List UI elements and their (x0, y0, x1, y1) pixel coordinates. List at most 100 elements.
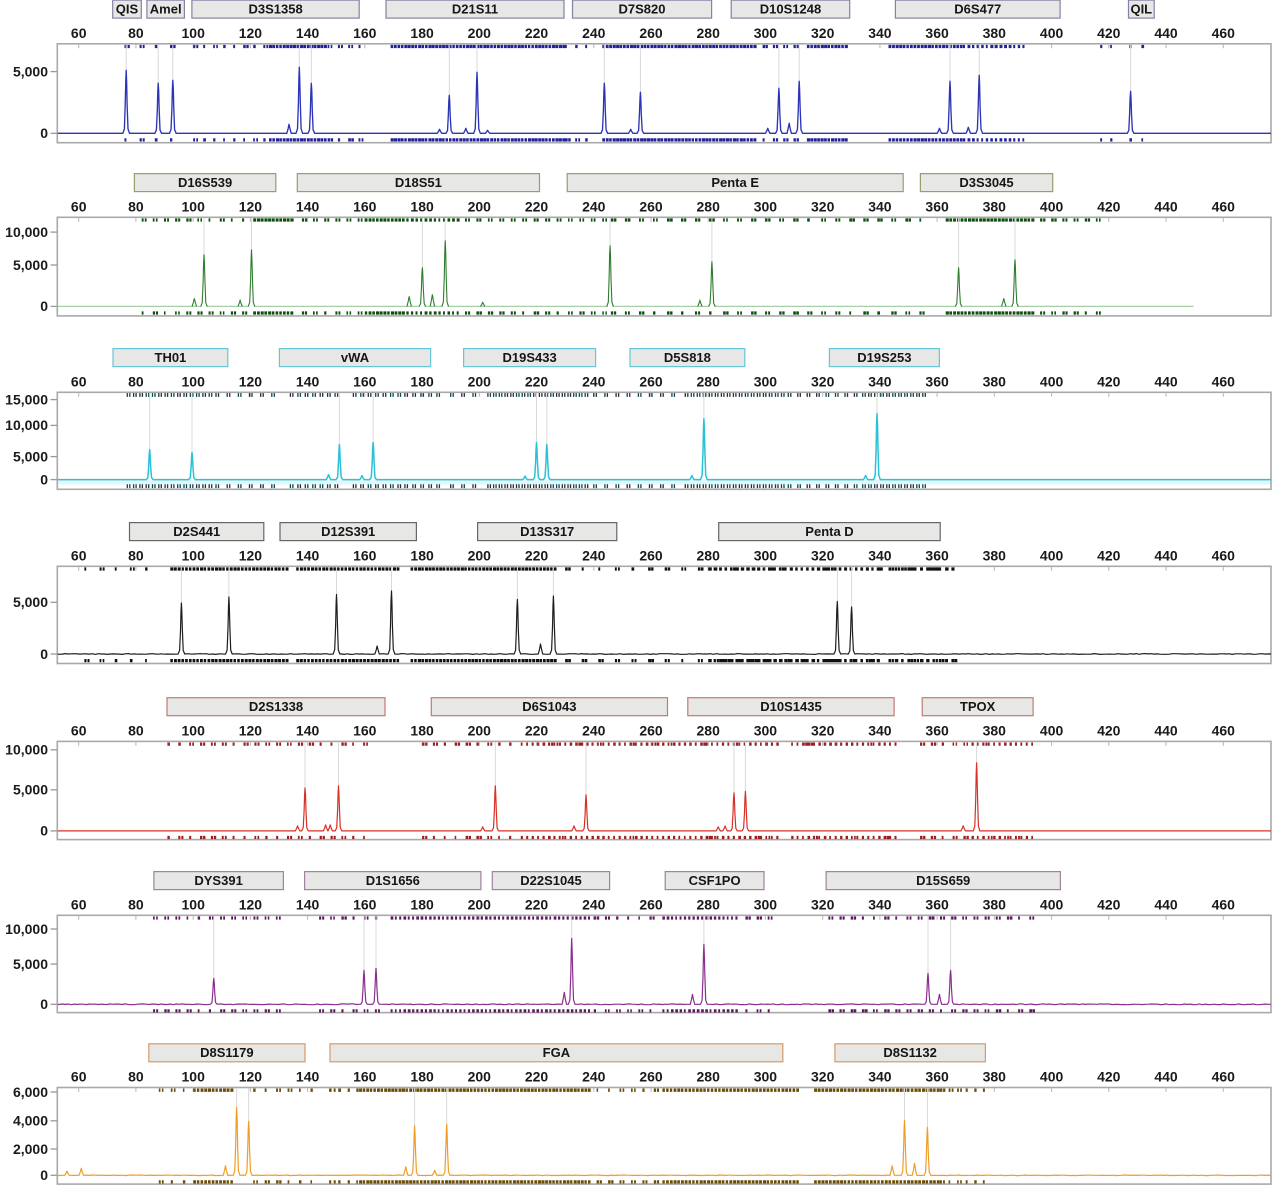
svg-text:360: 360 (925, 198, 949, 214)
svg-text:D21S11: D21S11 (452, 1, 498, 16)
svg-text:0: 0 (40, 823, 48, 839)
svg-text:15,000: 15,000 (5, 391, 48, 407)
svg-text:160: 160 (353, 25, 377, 41)
svg-text:60: 60 (71, 198, 87, 214)
svg-text:10,000: 10,000 (5, 417, 48, 433)
svg-text:340: 340 (868, 198, 892, 214)
svg-text:240: 240 (582, 373, 606, 389)
svg-text:220: 220 (525, 373, 549, 389)
svg-text:280: 280 (697, 722, 721, 738)
svg-text:320: 320 (811, 722, 835, 738)
svg-text:180: 180 (410, 896, 434, 912)
svg-text:160: 160 (353, 1069, 377, 1085)
svg-text:280: 280 (697, 25, 721, 41)
svg-text:80: 80 (128, 722, 144, 738)
svg-text:300: 300 (754, 198, 778, 214)
svg-text:420: 420 (1097, 198, 1121, 214)
svg-text:240: 240 (582, 547, 606, 563)
svg-text:5,000: 5,000 (13, 448, 48, 464)
svg-text:460: 460 (1212, 722, 1236, 738)
svg-text:400: 400 (1040, 722, 1064, 738)
svg-text:10,000: 10,000 (5, 224, 48, 240)
svg-text:D22S1045: D22S1045 (520, 873, 581, 888)
svg-text:0: 0 (40, 298, 48, 314)
svg-text:140: 140 (296, 547, 320, 563)
svg-text:60: 60 (71, 25, 87, 41)
svg-text:400: 400 (1040, 896, 1064, 912)
svg-text:180: 180 (410, 25, 434, 41)
svg-text:D6S1043: D6S1043 (522, 699, 576, 714)
svg-text:240: 240 (582, 198, 606, 214)
svg-text:D5S818: D5S818 (664, 350, 711, 365)
svg-text:200: 200 (468, 373, 492, 389)
svg-text:400: 400 (1040, 547, 1064, 563)
svg-text:D8S1132: D8S1132 (883, 1045, 937, 1060)
svg-text:60: 60 (71, 1069, 87, 1085)
svg-text:200: 200 (468, 198, 492, 214)
svg-text:200: 200 (468, 547, 492, 563)
svg-text:60: 60 (71, 896, 87, 912)
svg-text:460: 460 (1212, 896, 1236, 912)
svg-text:220: 220 (525, 1069, 549, 1085)
svg-text:120: 120 (239, 1069, 263, 1085)
svg-text:220: 220 (525, 547, 549, 563)
svg-text:Penta E: Penta E (711, 175, 759, 190)
svg-text:360: 360 (925, 373, 949, 389)
svg-text:80: 80 (128, 198, 144, 214)
svg-text:460: 460 (1212, 1069, 1236, 1085)
svg-text:460: 460 (1212, 25, 1236, 41)
svg-text:260: 260 (639, 722, 663, 738)
svg-text:220: 220 (525, 198, 549, 214)
svg-text:80: 80 (128, 896, 144, 912)
svg-text:240: 240 (582, 722, 606, 738)
svg-text:260: 260 (639, 25, 663, 41)
svg-text:180: 180 (410, 1069, 434, 1085)
svg-text:340: 340 (868, 25, 892, 41)
svg-text:140: 140 (296, 896, 320, 912)
svg-text:220: 220 (525, 896, 549, 912)
svg-text:440: 440 (1154, 1069, 1178, 1085)
svg-text:D12S391: D12S391 (321, 524, 375, 539)
svg-text:360: 360 (925, 722, 949, 738)
svg-text:0: 0 (40, 125, 48, 141)
svg-text:80: 80 (128, 1069, 144, 1085)
svg-text:100: 100 (182, 198, 206, 214)
svg-text:300: 300 (754, 25, 778, 41)
svg-text:200: 200 (468, 1069, 492, 1085)
svg-text:320: 320 (811, 1069, 835, 1085)
svg-text:80: 80 (128, 547, 144, 563)
svg-text:340: 340 (868, 547, 892, 563)
svg-text:420: 420 (1097, 722, 1121, 738)
svg-text:240: 240 (582, 25, 606, 41)
svg-text:D15S659: D15S659 (916, 873, 970, 888)
svg-text:180: 180 (410, 547, 434, 563)
svg-text:300: 300 (754, 1069, 778, 1085)
svg-text:200: 200 (468, 25, 492, 41)
svg-text:260: 260 (639, 1069, 663, 1085)
svg-text:D2S1338: D2S1338 (249, 699, 303, 714)
svg-text:300: 300 (754, 547, 778, 563)
svg-text:140: 140 (296, 722, 320, 738)
svg-text:D19S253: D19S253 (857, 350, 911, 365)
svg-text:320: 320 (811, 373, 835, 389)
svg-text:D7S820: D7S820 (619, 1, 666, 16)
svg-text:QIS: QIS (116, 1, 139, 16)
svg-text:100: 100 (182, 896, 206, 912)
svg-text:140: 140 (296, 1069, 320, 1085)
svg-text:260: 260 (639, 896, 663, 912)
svg-text:320: 320 (811, 25, 835, 41)
svg-text:160: 160 (353, 896, 377, 912)
svg-text:260: 260 (639, 547, 663, 563)
svg-text:4,000: 4,000 (13, 1113, 48, 1129)
svg-text:2,000: 2,000 (13, 1141, 48, 1157)
svg-text:220: 220 (525, 722, 549, 738)
svg-text:180: 180 (410, 198, 434, 214)
svg-text:220: 220 (525, 25, 549, 41)
svg-text:400: 400 (1040, 25, 1064, 41)
svg-text:100: 100 (182, 547, 206, 563)
svg-text:120: 120 (239, 547, 263, 563)
svg-text:380: 380 (983, 547, 1007, 563)
svg-text:460: 460 (1212, 373, 1236, 389)
svg-text:400: 400 (1040, 1069, 1064, 1085)
svg-text:140: 140 (296, 373, 320, 389)
